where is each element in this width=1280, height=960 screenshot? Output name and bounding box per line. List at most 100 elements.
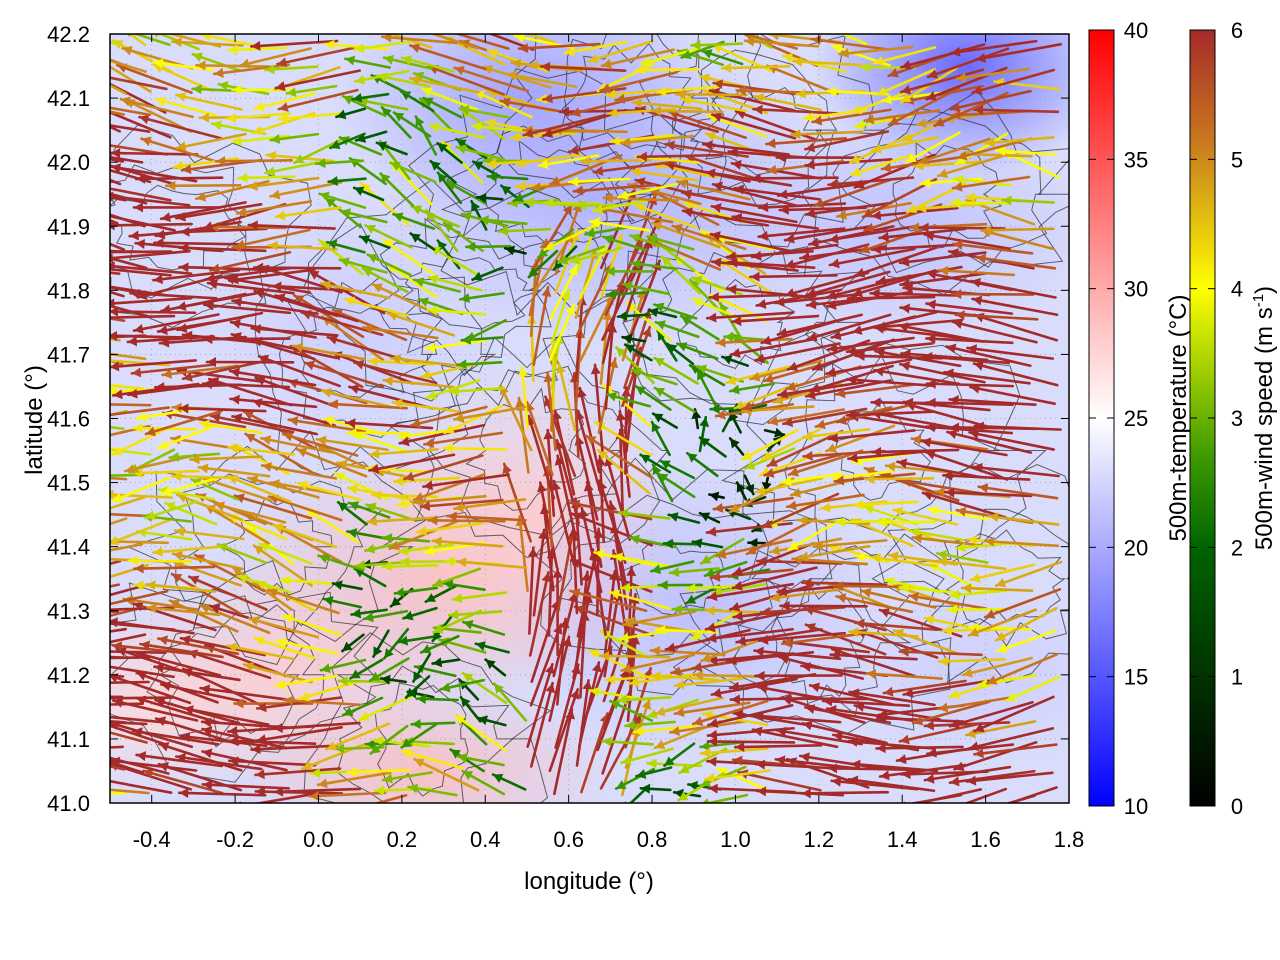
wind-arrow <box>452 498 527 513</box>
wind-arrow-shaft <box>787 518 842 552</box>
wind-arrow-head <box>717 767 728 777</box>
wind-arrow <box>649 560 695 575</box>
wind-arrow <box>787 449 864 477</box>
wind-arrow-head <box>804 112 814 123</box>
temperature-colorbar-tick-label: 15 <box>1124 665 1148 690</box>
wind-arrow <box>236 574 293 594</box>
wind-arrow <box>231 297 319 315</box>
wind-arrow-head <box>708 783 718 794</box>
wind-arrow-shaft <box>296 481 362 502</box>
wind-arrow-head <box>456 144 467 155</box>
wind-arrow <box>110 695 124 699</box>
wind-arrow-shaft <box>361 326 439 340</box>
wind-arrow-head <box>202 379 213 390</box>
wind-arrow-head <box>834 581 844 592</box>
wind-arrow-shaft <box>835 595 914 614</box>
wind-arrow-head <box>253 125 264 136</box>
wind-arrow <box>753 646 842 661</box>
wind-arrow-shaft <box>186 650 272 680</box>
wind-arrow-head <box>153 58 164 69</box>
wind-arrow <box>409 232 436 251</box>
wind-arrow <box>462 620 506 636</box>
wind-arrow <box>142 768 224 795</box>
wind-arrow-head <box>335 472 346 482</box>
wind-arrow <box>161 364 240 379</box>
wind-arrow-shaft <box>705 311 795 320</box>
wind-arrow-shaft <box>453 34 510 50</box>
wind-arrow <box>292 294 365 338</box>
wind-arrow-shaft <box>353 69 410 83</box>
wind-arrow <box>269 180 343 200</box>
wind-arrow-head <box>713 79 724 90</box>
wind-arrow-shaft <box>945 345 1032 368</box>
wind-arrow <box>863 474 935 485</box>
wind-arrow <box>455 137 488 160</box>
wind-arrow <box>331 580 363 591</box>
wind-arrow-head <box>681 316 692 326</box>
wind-arrow-shaft <box>599 309 610 385</box>
wind-arrow-shaft <box>728 477 795 514</box>
wind-arrow-shaft <box>787 449 864 476</box>
wind-arrow <box>974 43 1062 63</box>
wind-arrow <box>255 696 343 713</box>
wind-arrow-head <box>394 476 404 487</box>
wind-arrow <box>287 416 367 433</box>
wind-arrow-head <box>110 331 118 342</box>
wind-arrow-shaft <box>154 97 217 117</box>
wind-arrow-shaft <box>948 769 1036 784</box>
wind-arrow <box>397 635 437 646</box>
wind-arrow-shaft <box>769 537 843 554</box>
wind-arrow-shaft <box>980 227 1055 232</box>
wind-arrow-shaft <box>549 264 578 321</box>
wind-arrow-head <box>730 602 741 612</box>
wind-arrow <box>175 132 247 152</box>
wind-arrow-shaft <box>135 753 224 768</box>
wind-arrow-shaft <box>199 34 265 49</box>
wind-arrow-shaft <box>572 371 580 458</box>
wind-arrow-head <box>347 427 357 438</box>
wind-arrow <box>110 306 197 317</box>
wind-arrow-head <box>133 324 144 334</box>
wind-arrow-head <box>973 462 983 473</box>
wind-arrow <box>874 347 962 368</box>
wind-arrow-head <box>538 159 549 170</box>
wind-arrow <box>225 112 292 123</box>
wind-arrow <box>812 178 892 208</box>
temperature-colorbar-tick-label: 40 <box>1124 18 1148 43</box>
wind-arrow-head <box>946 343 957 354</box>
wind-arrow-shaft <box>208 225 287 230</box>
wind-arrow-head <box>297 447 308 458</box>
wind-arrow-shaft <box>201 727 288 750</box>
wind-arrow-shaft <box>173 529 245 541</box>
wind-arrow-shaft <box>873 368 961 386</box>
wind-arrow-head <box>447 511 457 522</box>
wind-arrow-head <box>423 480 433 491</box>
wind-arrow <box>592 160 678 176</box>
wind-arrow-shaft <box>164 501 218 526</box>
wind-arrow-shaft <box>592 160 678 174</box>
wind-arrow-head <box>712 44 723 54</box>
wind-arrow-shaft <box>750 243 839 259</box>
wind-arrow-shaft <box>827 225 916 242</box>
wind-arrow-head <box>876 743 886 754</box>
wind-arrow-head <box>779 654 790 665</box>
wind-arrow-shaft <box>231 299 319 315</box>
wind-arrow <box>372 629 390 658</box>
wind-arrow-head <box>985 137 995 148</box>
wind-arrow-head <box>183 705 194 715</box>
wind-arrow-shaft <box>603 590 620 678</box>
wind-arrow-shaft <box>110 760 145 774</box>
wind-arrow <box>144 580 217 593</box>
wind-arrow-head <box>328 175 338 186</box>
wind-arrow-head <box>697 370 706 381</box>
wind-arrow-shaft <box>715 235 776 251</box>
wind-arrow-shaft <box>785 493 865 509</box>
wind-arrow-shaft <box>373 793 408 803</box>
wind-arrow-head <box>245 433 256 443</box>
wind-arrow-head <box>466 331 477 341</box>
wind-arrow-head <box>852 287 863 298</box>
wind-arrow-head <box>200 419 210 430</box>
wind-arrow <box>154 96 217 117</box>
wind-arrow <box>750 173 839 184</box>
wind-arrow-shaft <box>810 37 890 51</box>
